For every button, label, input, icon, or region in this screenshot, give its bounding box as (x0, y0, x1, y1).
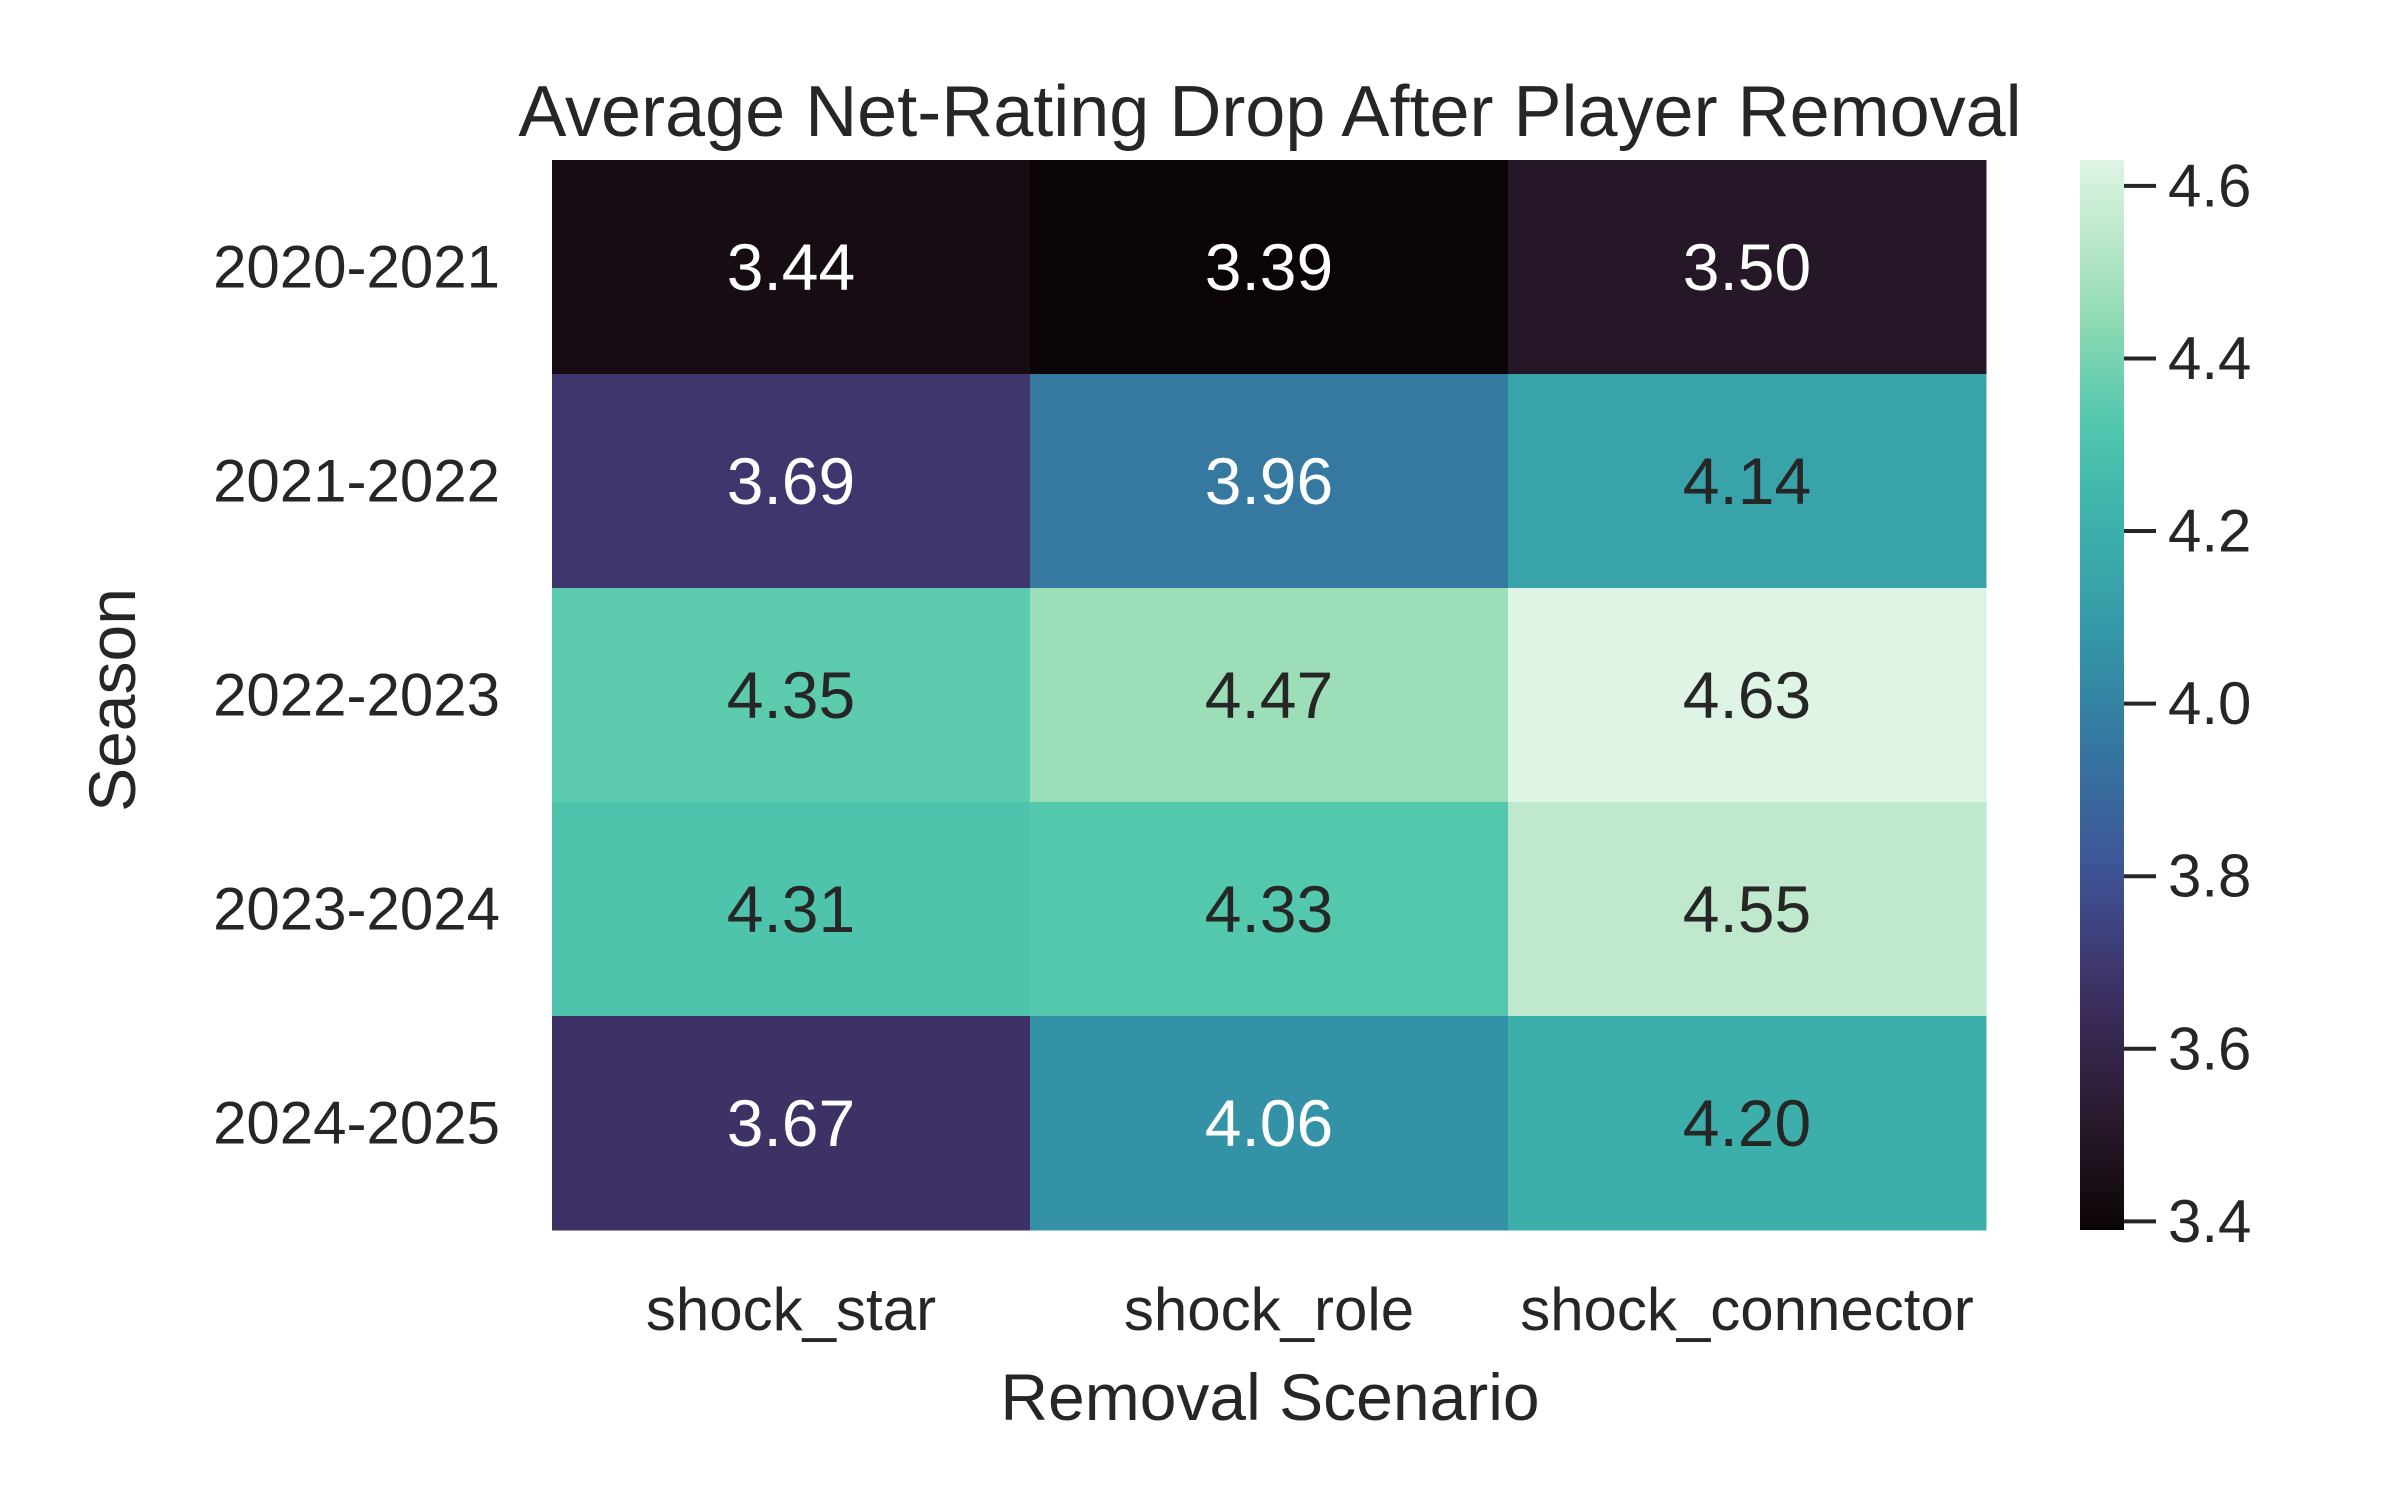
heatmap-cells (552, 160, 1987, 1231)
heatmap-cell-label: 4.20 (1683, 1086, 1811, 1160)
heatmap-cell (552, 802, 1031, 1017)
heatmap-cell-label: 3.67 (727, 1086, 855, 1160)
colorbar-tick-label: 4.0 (2168, 670, 2251, 737)
heatmap-cell-label: 4.14 (1683, 444, 1811, 518)
heatmap-cell (1508, 588, 1987, 803)
heatmap-cell-label: 3.69 (727, 444, 855, 518)
heatmap-cell (1508, 374, 1987, 589)
heatmap-cell-label: 3.44 (727, 230, 855, 304)
heatmap-cell-label: 4.35 (727, 658, 855, 732)
heatmap-cell-label: 4.33 (1205, 872, 1333, 946)
heatmap-cell-label: 4.06 (1205, 1086, 1333, 1160)
y-axis-label: Season (75, 588, 149, 812)
heatmap-cell-label: 3.39 (1205, 230, 1333, 304)
heatmap-cell-labels: 3.44 3.39 3.50 3.69 3.96 4.14 4.35 4.47 4.63 4.31… (727, 230, 1811, 1160)
y-tick-label: 2024-2025 (213, 1090, 500, 1157)
x-axis-label: Removal Scenario (1000, 1360, 1539, 1434)
heatmap-cell (1508, 160, 1987, 375)
heatmap-cell (552, 160, 1031, 375)
x-axis-tick-labels: shock_star shock_role shock_connector (646, 1276, 1974, 1343)
chart-title: Average Net-Rating Drop After Player Rem… (518, 72, 2021, 152)
heatmap-cell (1030, 374, 1509, 589)
x-tick-label: shock_role (1124, 1276, 1414, 1343)
colorbar-tick-label: 4.4 (2168, 325, 2251, 392)
y-axis-tick-labels: 2020-2021 2021-2022 2022-2023 2023-2024 2024… (213, 234, 500, 1157)
heatmap-cell-label: 3.96 (1205, 444, 1333, 518)
colorbar-tick-label: 3.4 (2168, 1188, 2251, 1255)
heatmap-cell-label: 3.50 (1683, 230, 1811, 304)
heatmap-cell-label: 4.31 (727, 872, 855, 946)
colorbar-ticks: 3.4 3.6 3.8 4.0 4.2 4.4 4.6 (2124, 152, 2251, 1255)
heatmap-cell (552, 374, 1031, 589)
heatmap-cell (552, 1016, 1031, 1231)
colorbar-tick-label: 4.6 (2168, 152, 2251, 219)
heatmap-cell (1030, 160, 1509, 375)
heatmap-cell (1030, 588, 1509, 803)
heatmap-cell (552, 588, 1031, 803)
colorbar-tick-label: 3.6 (2168, 1015, 2251, 1082)
colorbar (2080, 160, 2124, 1230)
heatmap-cell (1508, 1016, 1987, 1231)
heatmap-cell (1030, 1016, 1509, 1231)
x-tick-label: shock_star (646, 1276, 936, 1343)
x-tick-label: shock_connector (1520, 1276, 1974, 1343)
y-tick-label: 2022-2023 (213, 662, 500, 729)
heatmap-cell (1030, 802, 1509, 1017)
y-tick-label: 2020-2021 (213, 234, 500, 301)
colorbar-tick-label: 4.2 (2168, 498, 2251, 565)
heatmap-cell-label: 4.63 (1683, 658, 1811, 732)
y-tick-label: 2021-2022 (213, 448, 500, 515)
heatmap-cell (1508, 802, 1987, 1017)
y-tick-label: 2023-2024 (213, 876, 500, 943)
heatmap-cell-label: 4.55 (1683, 872, 1811, 946)
colorbar-tick-label: 3.8 (2168, 843, 2251, 910)
heatmap-cell-label: 4.47 (1205, 658, 1333, 732)
